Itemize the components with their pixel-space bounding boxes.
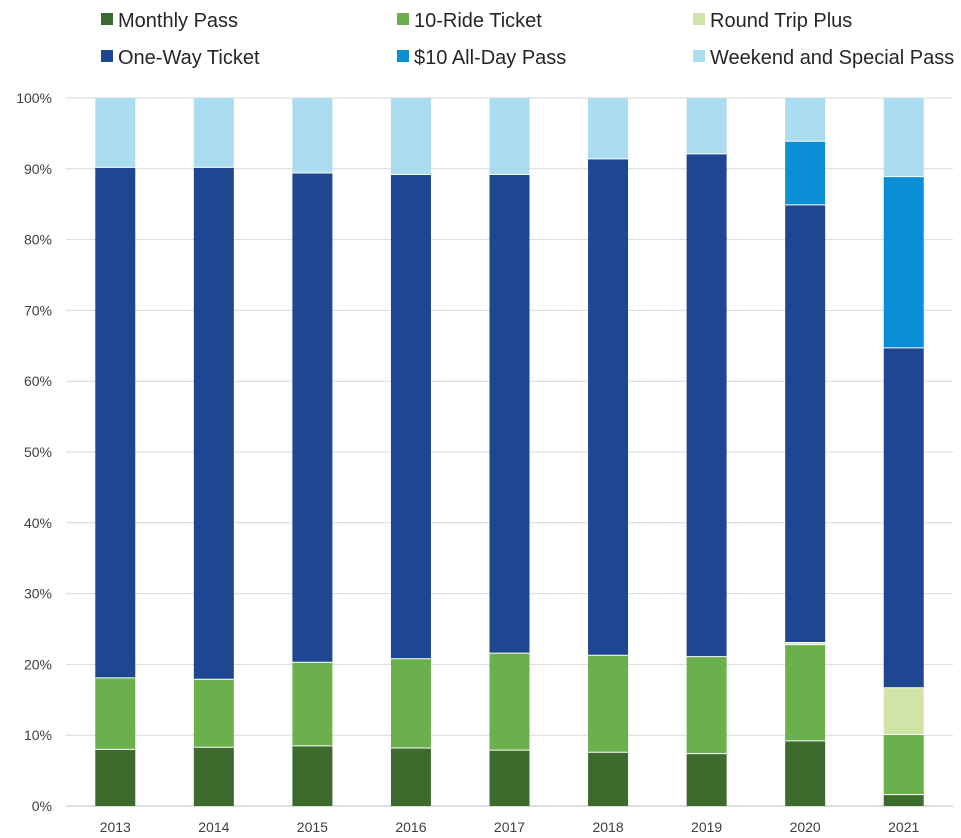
y-axis: 0% 10% 20% 30% 40% 50% 60% 70% 80% 90% 100% (16, 90, 52, 814)
x-tick-label: 2017 (494, 819, 525, 835)
bar-2017-weekend-and-special-pass (489, 98, 530, 175)
x-tick-label: 2020 (790, 819, 821, 835)
chart-legend: Monthly Pass 10-Ride Ticket Round Trip Plu… (101, 10, 954, 69)
legend-label: Monthly Pass (118, 10, 238, 32)
x-tick-label: 2013 (100, 819, 131, 835)
bar-2017-monthly-pass (489, 750, 530, 806)
bar-2017-10-ride-ticket (489, 653, 530, 751)
bar-2019-weekend-and-special-pass (686, 98, 727, 154)
bar-2018-monthly-pass (588, 752, 629, 806)
legend-swatch (101, 50, 113, 62)
bar-2019-monthly-pass (686, 753, 727, 806)
bar-2019-one-way-ticket (686, 153, 727, 657)
bar-2014-weekend-and-special-pass (193, 98, 234, 168)
legend-label: $10 All-Day Pass (414, 47, 566, 69)
bar-2015-10-ride-ticket (292, 662, 333, 746)
bar-2014-monthly-pass (193, 747, 234, 806)
y-tick-label: 60% (24, 373, 52, 389)
x-tick-label: 2019 (691, 819, 722, 835)
bar-2020-10-all-day-pass (785, 141, 826, 205)
bar-2018-one-way-ticket (588, 158, 629, 656)
bar-2013-10-ride-ticket (95, 677, 136, 750)
bar-2018-weekend-and-special-pass (588, 98, 629, 159)
y-tick-label: 80% (24, 232, 52, 248)
legend-item-weekend-and-special-pass: Weekend and Special Pass (693, 47, 954, 69)
bar-2015-one-way-ticket (292, 173, 333, 663)
bar-2015-monthly-pass (292, 745, 333, 806)
bar-2013-weekend-and-special-pass (95, 98, 136, 168)
legend-item-10-all-day-pass: $10 All-Day Pass (397, 47, 566, 69)
legend-label: One-Way Ticket (118, 47, 260, 69)
legend-swatch (397, 13, 409, 25)
y-tick-label: 0% (32, 798, 52, 814)
bar-2020-10-ride-ticket (785, 644, 826, 741)
x-tick-label: 2014 (198, 819, 229, 835)
bar-2021-monthly-pass (883, 794, 924, 806)
bar-2016-10-ride-ticket (390, 658, 431, 748)
legend-swatch (693, 50, 705, 62)
y-tick-label: 100% (16, 90, 52, 106)
legend-item-round-trip-plus: Round Trip Plus (693, 10, 852, 32)
bar-2021-weekend-and-special-pass (883, 98, 924, 177)
bar-2014-one-way-ticket (193, 167, 234, 680)
y-tick-label: 50% (24, 444, 52, 460)
legend-label: Weekend and Special Pass (710, 47, 954, 69)
bar-2020-weekend-and-special-pass (785, 98, 826, 142)
bar-2017-one-way-ticket (489, 174, 530, 654)
y-tick-label: 40% (24, 515, 52, 531)
y-tick-label: 30% (24, 586, 52, 602)
bar-2015-weekend-and-special-pass (292, 98, 333, 174)
bar-2013-one-way-ticket (95, 167, 136, 678)
y-tick-label: 90% (24, 161, 52, 177)
bar-2016-one-way-ticket (390, 174, 431, 659)
legend-item-10-ride-ticket: 10-Ride Ticket (397, 10, 542, 32)
bar-2021-10-all-day-pass (883, 176, 924, 348)
bar-2018-10-ride-ticket (588, 655, 629, 753)
x-tick-label: 2016 (395, 819, 426, 835)
bar-2016-weekend-and-special-pass (390, 98, 431, 175)
bar-2020-monthly-pass (785, 740, 826, 806)
bar-2020-one-way-ticket (785, 204, 826, 643)
legend-label: Round Trip Plus (710, 10, 852, 32)
legend-item-one-way-ticket: One-Way Ticket (101, 47, 260, 69)
legend-swatch (693, 13, 705, 25)
bars-layer (95, 98, 924, 806)
bar-2014-10-ride-ticket (193, 679, 234, 748)
legend-swatch (101, 13, 113, 25)
y-tick-label: 70% (24, 302, 52, 318)
bar-2019-10-ride-ticket (686, 656, 727, 754)
x-tick-label: 2015 (297, 819, 328, 835)
bar-2020-round-trip-plus (785, 642, 826, 645)
legend-swatch (397, 50, 409, 62)
bar-2013-monthly-pass (95, 749, 136, 806)
legend-label: 10-Ride Ticket (414, 10, 542, 32)
legend-item-monthly-pass: Monthly Pass (101, 10, 238, 32)
x-tick-label: 2021 (888, 819, 919, 835)
bar-2021-round-trip-plus (883, 687, 924, 735)
x-tick-label: 2018 (592, 819, 623, 835)
y-tick-label: 10% (24, 727, 52, 743)
bar-2021-one-way-ticket (883, 347, 924, 688)
bar-2016-monthly-pass (390, 747, 431, 806)
bar-2021-10-ride-ticket (883, 734, 924, 795)
y-tick-label: 20% (24, 656, 52, 672)
x-axis: 2013 2014 2015 2016 2017 2018 2019 2020 2021 (100, 819, 920, 835)
